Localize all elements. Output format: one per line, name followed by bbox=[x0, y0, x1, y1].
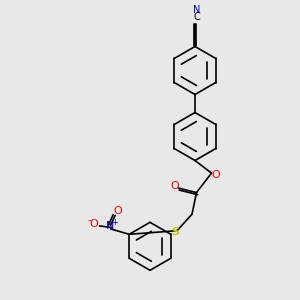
Text: -: - bbox=[88, 215, 92, 225]
Text: N: N bbox=[193, 5, 200, 15]
Text: O: O bbox=[211, 169, 220, 180]
Text: O: O bbox=[113, 206, 122, 216]
Text: O: O bbox=[89, 219, 98, 230]
Text: C: C bbox=[193, 12, 200, 22]
Text: N: N bbox=[106, 221, 114, 231]
Text: S: S bbox=[172, 227, 179, 237]
Text: O: O bbox=[170, 181, 179, 191]
Text: +: + bbox=[111, 218, 118, 227]
